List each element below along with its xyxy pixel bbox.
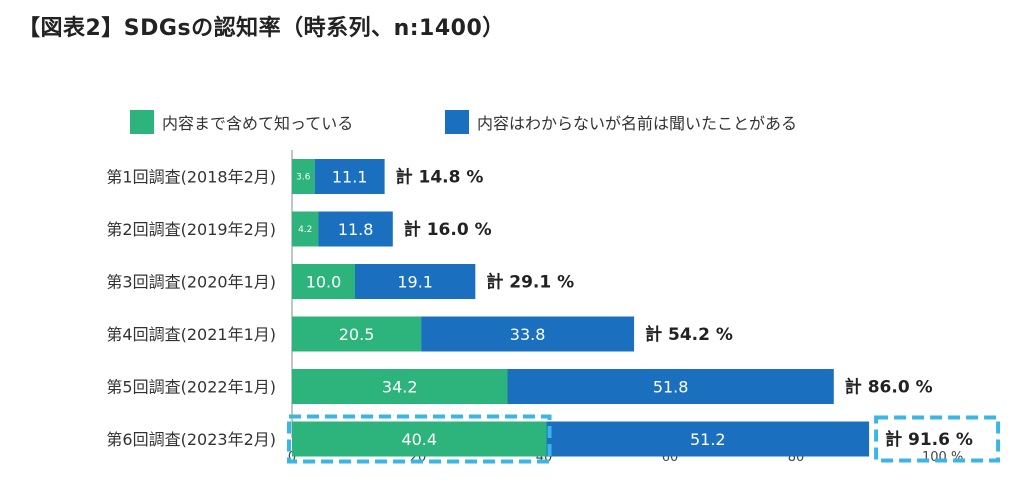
total-label: 計 29.1 % — [486, 272, 574, 293]
total-label: 計 54.2 % — [645, 324, 733, 345]
total-label: 計 91.6 % — [885, 429, 973, 450]
total-label: 計 14.8 % — [396, 167, 484, 188]
x-tick-label: 0 — [288, 450, 296, 465]
legend-label-2: 内容はわからないが名前は聞いたことがある — [477, 114, 797, 133]
bar-value-label: 33.8 — [510, 325, 546, 344]
page-title: 【図表2】SDGsの認知率（時系列、n:1400） — [18, 16, 505, 41]
bar-value-label: 20.5 — [339, 325, 375, 344]
bar-value-label: 4.2 — [298, 225, 312, 235]
bar-value-label: 3.6 — [296, 173, 311, 183]
bar-value-label: 34.2 — [382, 378, 418, 397]
bar-segment-s1 — [292, 316, 422, 352]
bar-segment-s2 — [355, 264, 476, 299]
bars: 第1回調査(2018年2月) 3.6 11.1 計 14.8 % 第2回調査(2019年… — [106, 159, 1001, 464]
category-label: 第4回調査(2021年1月) — [106, 325, 276, 344]
bar-segment-s2 — [507, 369, 834, 404]
bar-segment-s1 — [292, 159, 315, 194]
bar-segment-s1 — [292, 264, 355, 299]
bar-value-label: 51.2 — [690, 430, 726, 449]
total-label: 計 16.0 % — [404, 219, 492, 240]
bar-value-label: 19.1 — [397, 273, 433, 292]
bar-value-label: 51.8 — [653, 378, 689, 397]
category-label: 第5回調査(2022年1月) — [106, 378, 276, 397]
x-tick-label: 100 % — [922, 450, 963, 465]
total-label: 計 86.0 % — [845, 377, 933, 398]
highlight-frame-total — [874, 415, 1001, 463]
bar-segment-s1 — [292, 421, 547, 457]
bar-value-label: 40.4 — [401, 430, 437, 449]
bar-segment-s2 — [318, 211, 393, 247]
category-label: 第1回調査(2018年2月) — [106, 168, 276, 187]
bar-value-label: 11.8 — [338, 220, 374, 239]
bar-value-label: 11.1 — [332, 168, 368, 187]
legend: 内容まで含めて知っている 内容はわからないが名前は聞いたことがある — [130, 110, 797, 134]
legend-label-1: 内容まで含めて知っている — [162, 114, 353, 133]
bar-segment-s1 — [292, 369, 508, 404]
category-label: 第6回調査(2023年2月) — [106, 430, 276, 449]
legend-swatch-1 — [130, 110, 154, 134]
category-label: 第3回調査(2020年1月) — [106, 273, 276, 292]
bar-value-label: 10.0 — [306, 273, 342, 292]
bar-segment-s2 — [546, 421, 870, 457]
bar-segment-s2 — [314, 159, 385, 194]
bar-segment-s2 — [421, 316, 635, 352]
legend-swatch-2 — [445, 110, 469, 134]
highlight-frame-green — [287, 414, 552, 464]
category-label: 第2回調査(2019年2月) — [106, 220, 276, 239]
bar-segment-s1 — [292, 211, 319, 247]
